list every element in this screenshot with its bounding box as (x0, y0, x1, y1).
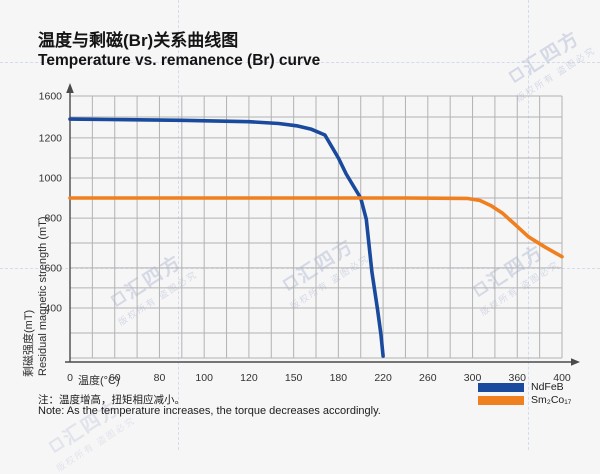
x-axis-arrow (571, 358, 580, 366)
svg-text:180: 180 (330, 372, 348, 384)
y-axis-arrow (66, 83, 74, 93)
series-line-ndfeb (68, 117, 385, 358)
svg-text:1600: 1600 (39, 91, 63, 103)
svg-text:300: 300 (464, 372, 482, 384)
legend-swatch-ndfeb (478, 382, 524, 392)
note-en: Note: As the temperature increases, the … (38, 405, 381, 417)
br-temperature-chart: 0 60 80 100 120 150 180 220 260 300 360 400 1600 1200… (39, 83, 580, 384)
x-axis-label: 温度(°C) (78, 375, 120, 387)
svg-text:800: 800 (44, 213, 62, 225)
legend-label-sm2co17: Sm₂Co₁₇ (531, 394, 572, 406)
chart-title-en: Temperature vs. remanence (Br) curve (38, 52, 321, 69)
svg-text:80: 80 (154, 372, 166, 384)
svg-text:600: 600 (44, 262, 62, 274)
svg-text:220: 220 (374, 372, 392, 384)
chart-legend: NdFeB Sm₂Co₁₇ (478, 381, 571, 407)
svg-text:100: 100 (195, 372, 213, 384)
legend-swatch-sm2co17 (478, 395, 524, 405)
svg-text:60: 60 (109, 372, 121, 384)
chart-title-zh: 温度与剩磁(Br)关系曲线图 (38, 31, 239, 50)
svg-text:260: 260 (419, 372, 437, 384)
svg-text:150: 150 (285, 372, 303, 384)
series-line-sm2co17 (68, 196, 564, 259)
legend-label-ndfeb: NdFeB (531, 381, 564, 393)
svg-text:400: 400 (553, 372, 571, 384)
svg-text:1200: 1200 (39, 132, 63, 144)
svg-text:1000: 1000 (39, 173, 63, 185)
svg-text:0: 0 (67, 372, 73, 384)
note-zh: 注：温度增高，扭矩相应减小。 (38, 394, 185, 406)
svg-text:400: 400 (44, 302, 62, 314)
legend-item-ndfeb: NdFeB (478, 381, 571, 393)
legend-item-sm2co17: Sm₂Co₁₇ (478, 394, 571, 406)
svg-text:360: 360 (509, 372, 527, 384)
svg-text:120: 120 (240, 372, 258, 384)
